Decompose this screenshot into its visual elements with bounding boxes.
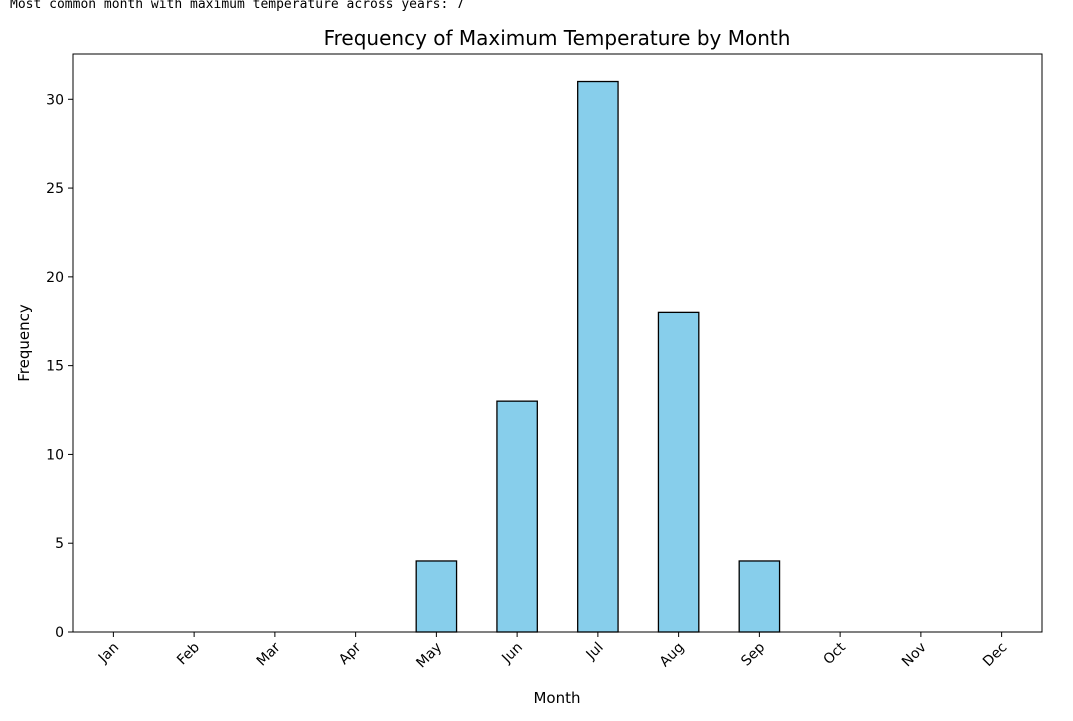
- y-axis-ticks: 0 5 10 15 20 25 30: [46, 92, 73, 641]
- x-axis-label: Month: [533, 689, 580, 707]
- x-tick-label: Mar: [254, 639, 284, 669]
- plot-frame: [72, 53, 1043, 633]
- y-tick-label: 15: [46, 359, 64, 375]
- x-tick-label: Dec: [980, 640, 1010, 670]
- y-tick-label: 10: [46, 447, 64, 463]
- x-tick-label: Nov: [899, 640, 930, 671]
- bar-jul: [577, 80, 619, 633]
- x-tick-label: Sep: [738, 639, 768, 669]
- bar-sep: [738, 560, 781, 633]
- y-tick-label: 25: [46, 181, 64, 197]
- x-axis-ticks: Jan Feb Mar Apr May Jun Jul Aug Sep Oct Nov Dec: [95, 632, 1010, 672]
- bar-jun: [496, 400, 538, 633]
- x-tick-label: Feb: [174, 639, 203, 668]
- y-tick-label: 0: [55, 625, 64, 641]
- x-tick-label: Jan: [95, 640, 122, 667]
- bar-may: [415, 560, 458, 633]
- x-tick-label: Oct: [821, 639, 850, 668]
- y-tick-label: 20: [46, 270, 64, 286]
- y-axis-label: Frequency: [15, 304, 33, 382]
- x-tick-label: Aug: [657, 640, 688, 671]
- chart-title: Frequency of Maximum Temperature by Mont…: [324, 26, 791, 50]
- y-tick-label: 30: [46, 92, 64, 108]
- x-tick-label: Jun: [498, 640, 525, 667]
- y-tick-label: 5: [55, 536, 64, 552]
- x-tick-label: May: [413, 640, 445, 672]
- x-tick-label: Jul: [583, 640, 607, 664]
- x-tick-label: Apr: [336, 639, 365, 668]
- console-output: Most common month with maximum temperatu…: [10, 0, 464, 12]
- bar-aug: [657, 311, 700, 633]
- bars-layer: [415, 80, 781, 633]
